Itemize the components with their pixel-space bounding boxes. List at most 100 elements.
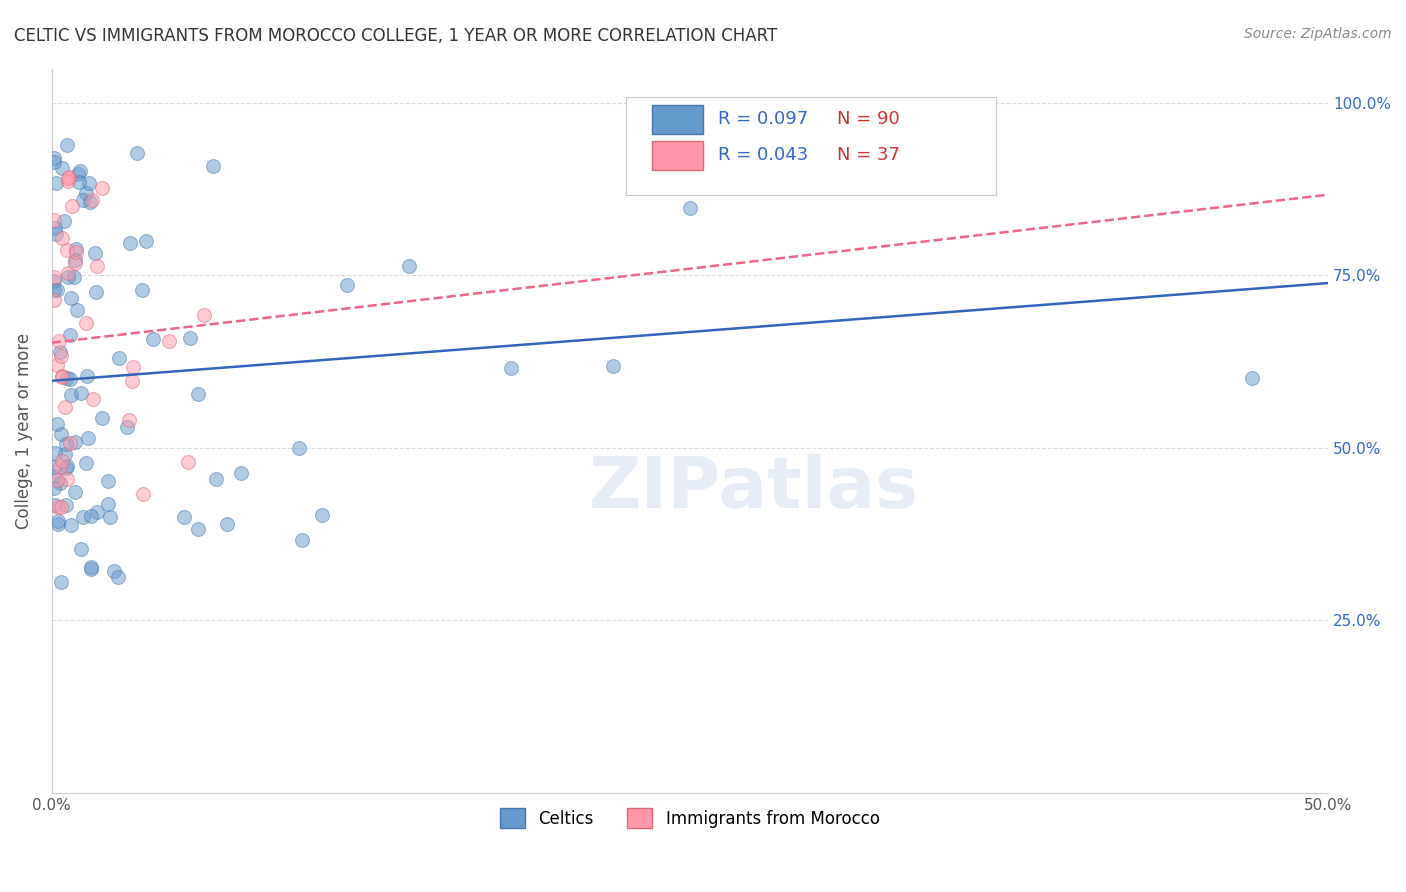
Celtics <box>63 485 86 500</box>
Celtics <box>59 388 82 402</box>
Legend: Celtics, Immigrants from Morocco: Celtics, Immigrants from Morocco <box>494 801 886 835</box>
Celtics <box>80 509 103 524</box>
Celtics <box>1240 371 1263 385</box>
Celtics <box>60 291 83 305</box>
Immigrants from Morocco <box>177 455 200 469</box>
Immigrants from Morocco <box>132 486 155 500</box>
Celtics <box>69 385 91 400</box>
Celtics <box>77 430 100 444</box>
Immigrants from Morocco <box>121 374 143 388</box>
Celtics <box>103 564 125 578</box>
Celtics <box>229 467 252 481</box>
Immigrants from Morocco <box>46 358 69 372</box>
Immigrants from Morocco <box>58 169 80 184</box>
Celtics <box>86 506 108 520</box>
Celtics <box>108 351 131 365</box>
Celtics <box>127 145 149 160</box>
Immigrants from Morocco <box>51 368 73 383</box>
Celtics <box>131 283 153 297</box>
Celtics <box>56 269 79 284</box>
Immigrants from Morocco <box>45 473 67 487</box>
Celtics <box>115 420 138 434</box>
Immigrants from Morocco <box>48 334 70 348</box>
Celtics <box>91 411 114 425</box>
Text: R = 0.097: R = 0.097 <box>718 111 808 128</box>
Immigrants from Morocco <box>82 392 104 406</box>
Immigrants from Morocco <box>56 243 79 257</box>
Immigrants from Morocco <box>60 199 83 213</box>
Celtics <box>52 214 75 228</box>
FancyBboxPatch shape <box>651 104 703 134</box>
Celtics <box>44 220 66 235</box>
Immigrants from Morocco <box>44 269 66 284</box>
Celtics <box>46 516 69 531</box>
Celtics <box>79 194 101 209</box>
Celtics <box>291 533 314 547</box>
Immigrants from Morocco <box>51 369 73 384</box>
Celtics <box>55 437 77 451</box>
Immigrants from Morocco <box>63 256 86 270</box>
Celtics <box>142 333 165 347</box>
Celtics <box>59 517 82 532</box>
Celtics <box>55 498 77 512</box>
Celtics <box>97 475 120 489</box>
Celtics <box>75 456 97 470</box>
FancyBboxPatch shape <box>651 141 703 169</box>
Celtics <box>55 371 77 385</box>
Celtics <box>56 459 79 474</box>
Immigrants from Morocco <box>91 180 114 194</box>
Celtics <box>84 285 107 300</box>
Celtics <box>288 442 311 456</box>
Celtics <box>59 327 82 342</box>
Immigrants from Morocco <box>49 349 72 363</box>
Celtics <box>118 236 141 251</box>
Celtics <box>44 498 66 512</box>
Immigrants from Morocco <box>65 244 87 259</box>
Celtics <box>70 541 93 556</box>
Celtics <box>49 344 72 359</box>
Text: R = 0.043: R = 0.043 <box>718 146 808 164</box>
Celtics <box>46 417 69 431</box>
Celtics <box>135 234 157 248</box>
Immigrants from Morocco <box>56 171 79 186</box>
Immigrants from Morocco <box>157 334 180 348</box>
Celtics <box>97 497 120 511</box>
Immigrants from Morocco <box>46 500 69 515</box>
Celtics <box>44 481 66 495</box>
Celtics <box>44 283 66 297</box>
Celtics <box>44 151 66 165</box>
Celtics <box>107 570 129 584</box>
Celtics <box>80 562 103 576</box>
Celtics <box>679 202 702 216</box>
Celtics <box>83 245 105 260</box>
Celtics <box>44 274 66 288</box>
Celtics <box>66 303 89 318</box>
Celtics <box>187 387 209 401</box>
Immigrants from Morocco <box>117 412 139 426</box>
Celtics <box>55 461 77 475</box>
Celtics <box>179 331 201 345</box>
Celtics <box>67 175 90 189</box>
Celtics <box>336 278 359 293</box>
Celtics <box>72 193 94 207</box>
Celtics <box>602 359 624 373</box>
Celtics <box>80 560 103 574</box>
Celtics <box>100 510 122 524</box>
Celtics <box>501 361 523 376</box>
Immigrants from Morocco <box>86 259 108 273</box>
Celtics <box>44 459 66 474</box>
Celtics <box>398 260 420 274</box>
Celtics <box>45 176 67 190</box>
Celtics <box>46 514 69 528</box>
Celtics <box>72 510 94 524</box>
Celtics <box>311 508 333 522</box>
Celtics <box>65 253 87 268</box>
Celtics <box>187 522 209 536</box>
Celtics <box>75 186 97 201</box>
Celtics <box>45 227 67 241</box>
Celtics <box>46 283 69 297</box>
Immigrants from Morocco <box>56 472 79 486</box>
Celtics <box>44 154 66 169</box>
Celtics <box>44 446 66 460</box>
Text: ZIPatlas: ZIPatlas <box>589 454 920 523</box>
